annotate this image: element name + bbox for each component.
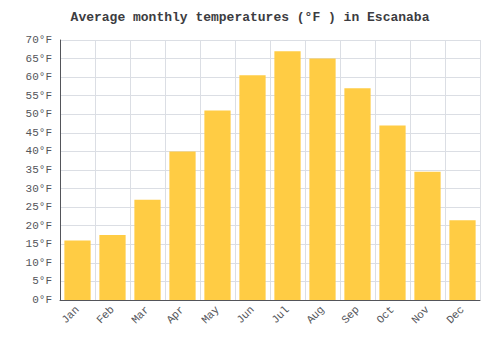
svg-text:Apr: Apr bbox=[164, 304, 186, 326]
svg-text:Dec: Dec bbox=[444, 304, 466, 326]
svg-text:Jun: Jun bbox=[234, 304, 256, 326]
svg-text:Feb: Feb bbox=[94, 304, 116, 326]
svg-text:40°F: 40°F bbox=[26, 145, 52, 157]
svg-text:Jul: Jul bbox=[269, 304, 291, 326]
svg-text:30°F: 30°F bbox=[26, 183, 52, 195]
svg-text:0°F: 0°F bbox=[32, 294, 52, 306]
svg-text:65°F: 65°F bbox=[26, 53, 52, 65]
svg-text:Mar: Mar bbox=[129, 304, 151, 326]
svg-text:70°F: 70°F bbox=[26, 34, 52, 46]
svg-text:45°F: 45°F bbox=[26, 127, 52, 139]
svg-text:60°F: 60°F bbox=[26, 71, 52, 83]
svg-text:May: May bbox=[199, 303, 222, 326]
svg-text:10°F: 10°F bbox=[26, 257, 52, 269]
svg-text:50°F: 50°F bbox=[26, 108, 52, 120]
svg-text:Average monthly temperatures (: Average monthly temperatures (°F ) in Es… bbox=[71, 10, 430, 25]
svg-text:Nov: Nov bbox=[409, 303, 432, 326]
svg-text:5°F: 5°F bbox=[32, 275, 52, 287]
svg-text:Oct: Oct bbox=[374, 304, 396, 326]
svg-text:55°F: 55°F bbox=[26, 90, 52, 102]
svg-text:35°F: 35°F bbox=[26, 164, 52, 176]
svg-text:Sep: Sep bbox=[339, 304, 361, 326]
svg-text:25°F: 25°F bbox=[26, 201, 52, 213]
svg-text:Jan: Jan bbox=[59, 304, 81, 326]
svg-text:Aug: Aug bbox=[304, 304, 326, 326]
svg-text:20°F: 20°F bbox=[26, 220, 52, 232]
svg-text:15°F: 15°F bbox=[26, 238, 52, 250]
